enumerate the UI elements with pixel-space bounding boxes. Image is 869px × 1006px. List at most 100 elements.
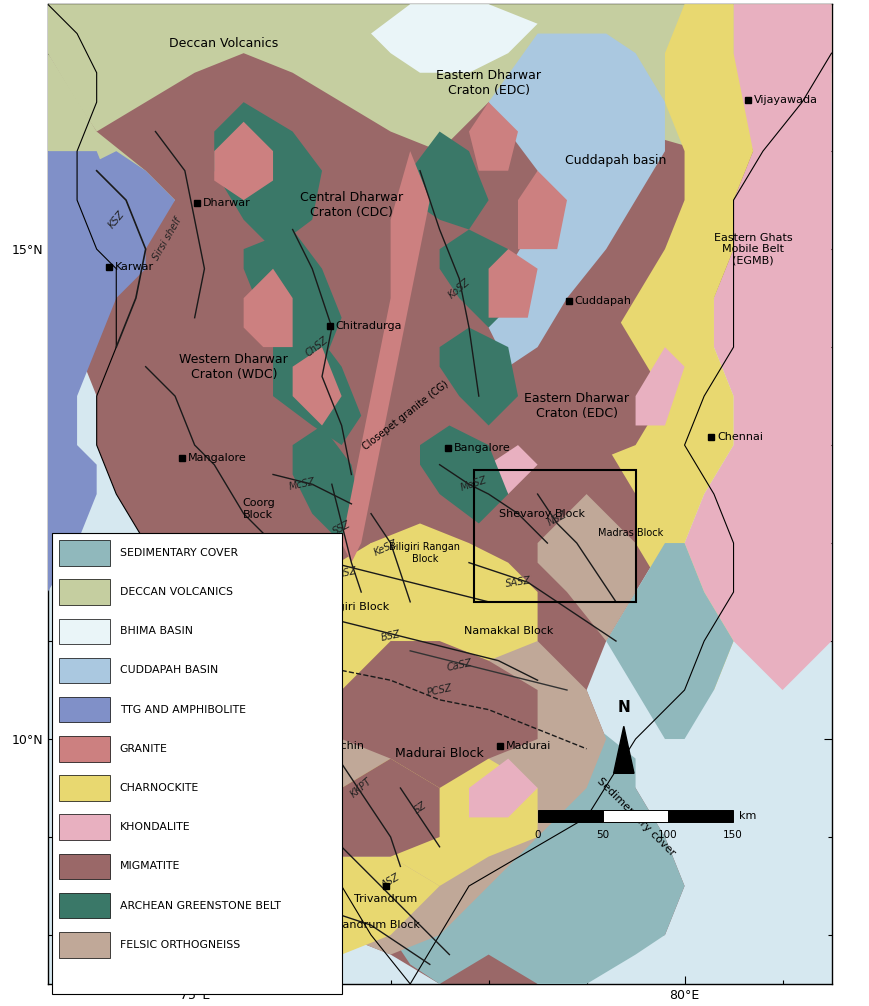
Polygon shape: [342, 641, 537, 788]
Polygon shape: [48, 53, 175, 229]
Polygon shape: [684, 4, 831, 690]
Text: Madras Block: Madras Block: [597, 528, 662, 538]
Text: Mangalore: Mangalore: [188, 453, 246, 463]
Text: KHONDALITE: KHONDALITE: [120, 822, 190, 832]
Text: KeSZ: KeSZ: [372, 538, 399, 557]
Polygon shape: [214, 122, 273, 200]
Polygon shape: [390, 719, 684, 984]
Text: CHARNOCKITE: CHARNOCKITE: [120, 783, 199, 793]
Polygon shape: [342, 739, 537, 886]
Text: Trivandrum Block: Trivandrum Block: [322, 920, 419, 931]
FancyBboxPatch shape: [59, 815, 110, 840]
Text: ARCHEAN GREENSTONE BELT: ARCHEAN GREENSTONE BELT: [120, 900, 281, 910]
Text: Chitradurga: Chitradurga: [335, 321, 401, 331]
Text: KKPT: KKPT: [348, 777, 374, 800]
Text: ChSZ: ChSZ: [303, 335, 330, 359]
Text: 150: 150: [722, 830, 742, 840]
Text: KoSZ: KoSZ: [446, 277, 471, 300]
Polygon shape: [214, 103, 322, 249]
FancyBboxPatch shape: [59, 736, 110, 762]
FancyBboxPatch shape: [59, 579, 110, 605]
FancyBboxPatch shape: [59, 893, 110, 918]
Polygon shape: [243, 622, 606, 955]
Text: GRANITE: GRANITE: [120, 743, 168, 753]
Polygon shape: [468, 759, 537, 818]
Text: BSZ: BSZ: [380, 629, 401, 643]
Text: Nilgiri Block: Nilgiri Block: [322, 602, 389, 612]
Text: Central Dharwar
Craton (CDC): Central Dharwar Craton (CDC): [300, 191, 402, 219]
Text: km: km: [738, 812, 755, 822]
Text: N: N: [617, 699, 629, 714]
FancyBboxPatch shape: [59, 658, 110, 683]
FancyBboxPatch shape: [667, 810, 732, 822]
Polygon shape: [292, 759, 439, 856]
FancyBboxPatch shape: [59, 540, 110, 565]
Text: Trivandrum: Trivandrum: [354, 893, 417, 903]
Text: BHIMA BASIN: BHIMA BASIN: [120, 627, 193, 636]
Polygon shape: [488, 249, 537, 318]
Polygon shape: [48, 4, 831, 984]
Text: Madurai: Madurai: [506, 740, 551, 750]
Polygon shape: [322, 543, 410, 622]
Polygon shape: [635, 347, 684, 426]
Text: PCSZ: PCSZ: [426, 682, 453, 697]
Text: Namakkal Block: Namakkal Block: [463, 627, 552, 636]
FancyBboxPatch shape: [602, 810, 667, 822]
Text: DECCAN VOLCANICS: DECCAN VOLCANICS: [120, 588, 233, 597]
FancyBboxPatch shape: [59, 697, 110, 722]
Polygon shape: [439, 229, 517, 328]
Text: KSZ: KSZ: [106, 209, 126, 230]
Text: Cuddapah basin: Cuddapah basin: [565, 155, 666, 167]
FancyBboxPatch shape: [59, 776, 110, 801]
Text: Eastern Dharwar
Craton (EDC): Eastern Dharwar Craton (EDC): [435, 68, 541, 97]
Text: SASZ: SASZ: [504, 575, 531, 589]
Bar: [474, 470, 635, 602]
Text: Western Dharwar
Craton (WDC): Western Dharwar Craton (WDC): [179, 353, 288, 380]
Text: Deccan Volcanics: Deccan Volcanics: [169, 37, 278, 50]
Polygon shape: [48, 151, 145, 593]
Text: Closepet granite (CG): Closepet granite (CG): [360, 379, 449, 452]
Text: Sirsi shelf: Sirsi shelf: [151, 216, 183, 263]
FancyBboxPatch shape: [59, 932, 110, 958]
Text: MIGMATITE: MIGMATITE: [120, 861, 180, 871]
Polygon shape: [342, 151, 429, 562]
Polygon shape: [488, 33, 664, 367]
Polygon shape: [606, 543, 733, 739]
Text: SSZ: SSZ: [330, 519, 352, 537]
Text: FELSIC ORTHOGNEISS: FELSIC ORTHOGNEISS: [120, 940, 240, 950]
Polygon shape: [468, 103, 517, 171]
Text: MSZ: MSZ: [335, 565, 357, 579]
Text: Eastern Dharwar
Craton (EDC): Eastern Dharwar Craton (EDC): [524, 392, 628, 420]
Polygon shape: [439, 328, 517, 426]
FancyBboxPatch shape: [59, 619, 110, 644]
Text: Eastern Ghats
Mobile Belt
(EGMB): Eastern Ghats Mobile Belt (EGMB): [713, 232, 792, 266]
Text: TTG AND AMPHIBOLITE: TTG AND AMPHIBOLITE: [120, 704, 246, 714]
Polygon shape: [410, 132, 488, 229]
Polygon shape: [488, 445, 537, 494]
Text: 0: 0: [534, 830, 541, 840]
Polygon shape: [243, 269, 292, 347]
Text: 100: 100: [657, 830, 677, 840]
Text: Madurai Block: Madurai Block: [395, 747, 483, 761]
FancyBboxPatch shape: [537, 810, 602, 822]
Polygon shape: [292, 347, 342, 426]
Text: Sedimentary cover: Sedimentary cover: [594, 777, 676, 858]
Polygon shape: [243, 229, 342, 367]
Polygon shape: [292, 426, 361, 543]
Text: SZ: SZ: [411, 800, 428, 816]
FancyBboxPatch shape: [51, 533, 342, 994]
Text: McSZ: McSZ: [288, 477, 316, 492]
Polygon shape: [420, 426, 507, 523]
Text: Karwar: Karwar: [116, 262, 154, 272]
Text: CUDDAPAH BASIN: CUDDAPAH BASIN: [120, 665, 218, 675]
Polygon shape: [312, 523, 537, 719]
Polygon shape: [613, 726, 634, 774]
Text: MeSZ: MeSZ: [459, 475, 488, 493]
Text: Dharwar: Dharwar: [202, 198, 250, 208]
Text: CaSZ: CaSZ: [445, 658, 472, 673]
Text: Coorg
Block: Coorg Block: [242, 498, 275, 519]
Text: ASZ: ASZ: [379, 872, 401, 890]
Polygon shape: [517, 171, 567, 249]
Text: Cuddapah: Cuddapah: [574, 296, 631, 306]
Text: Biligiri Rangan
Block: Biligiri Rangan Block: [389, 542, 460, 563]
